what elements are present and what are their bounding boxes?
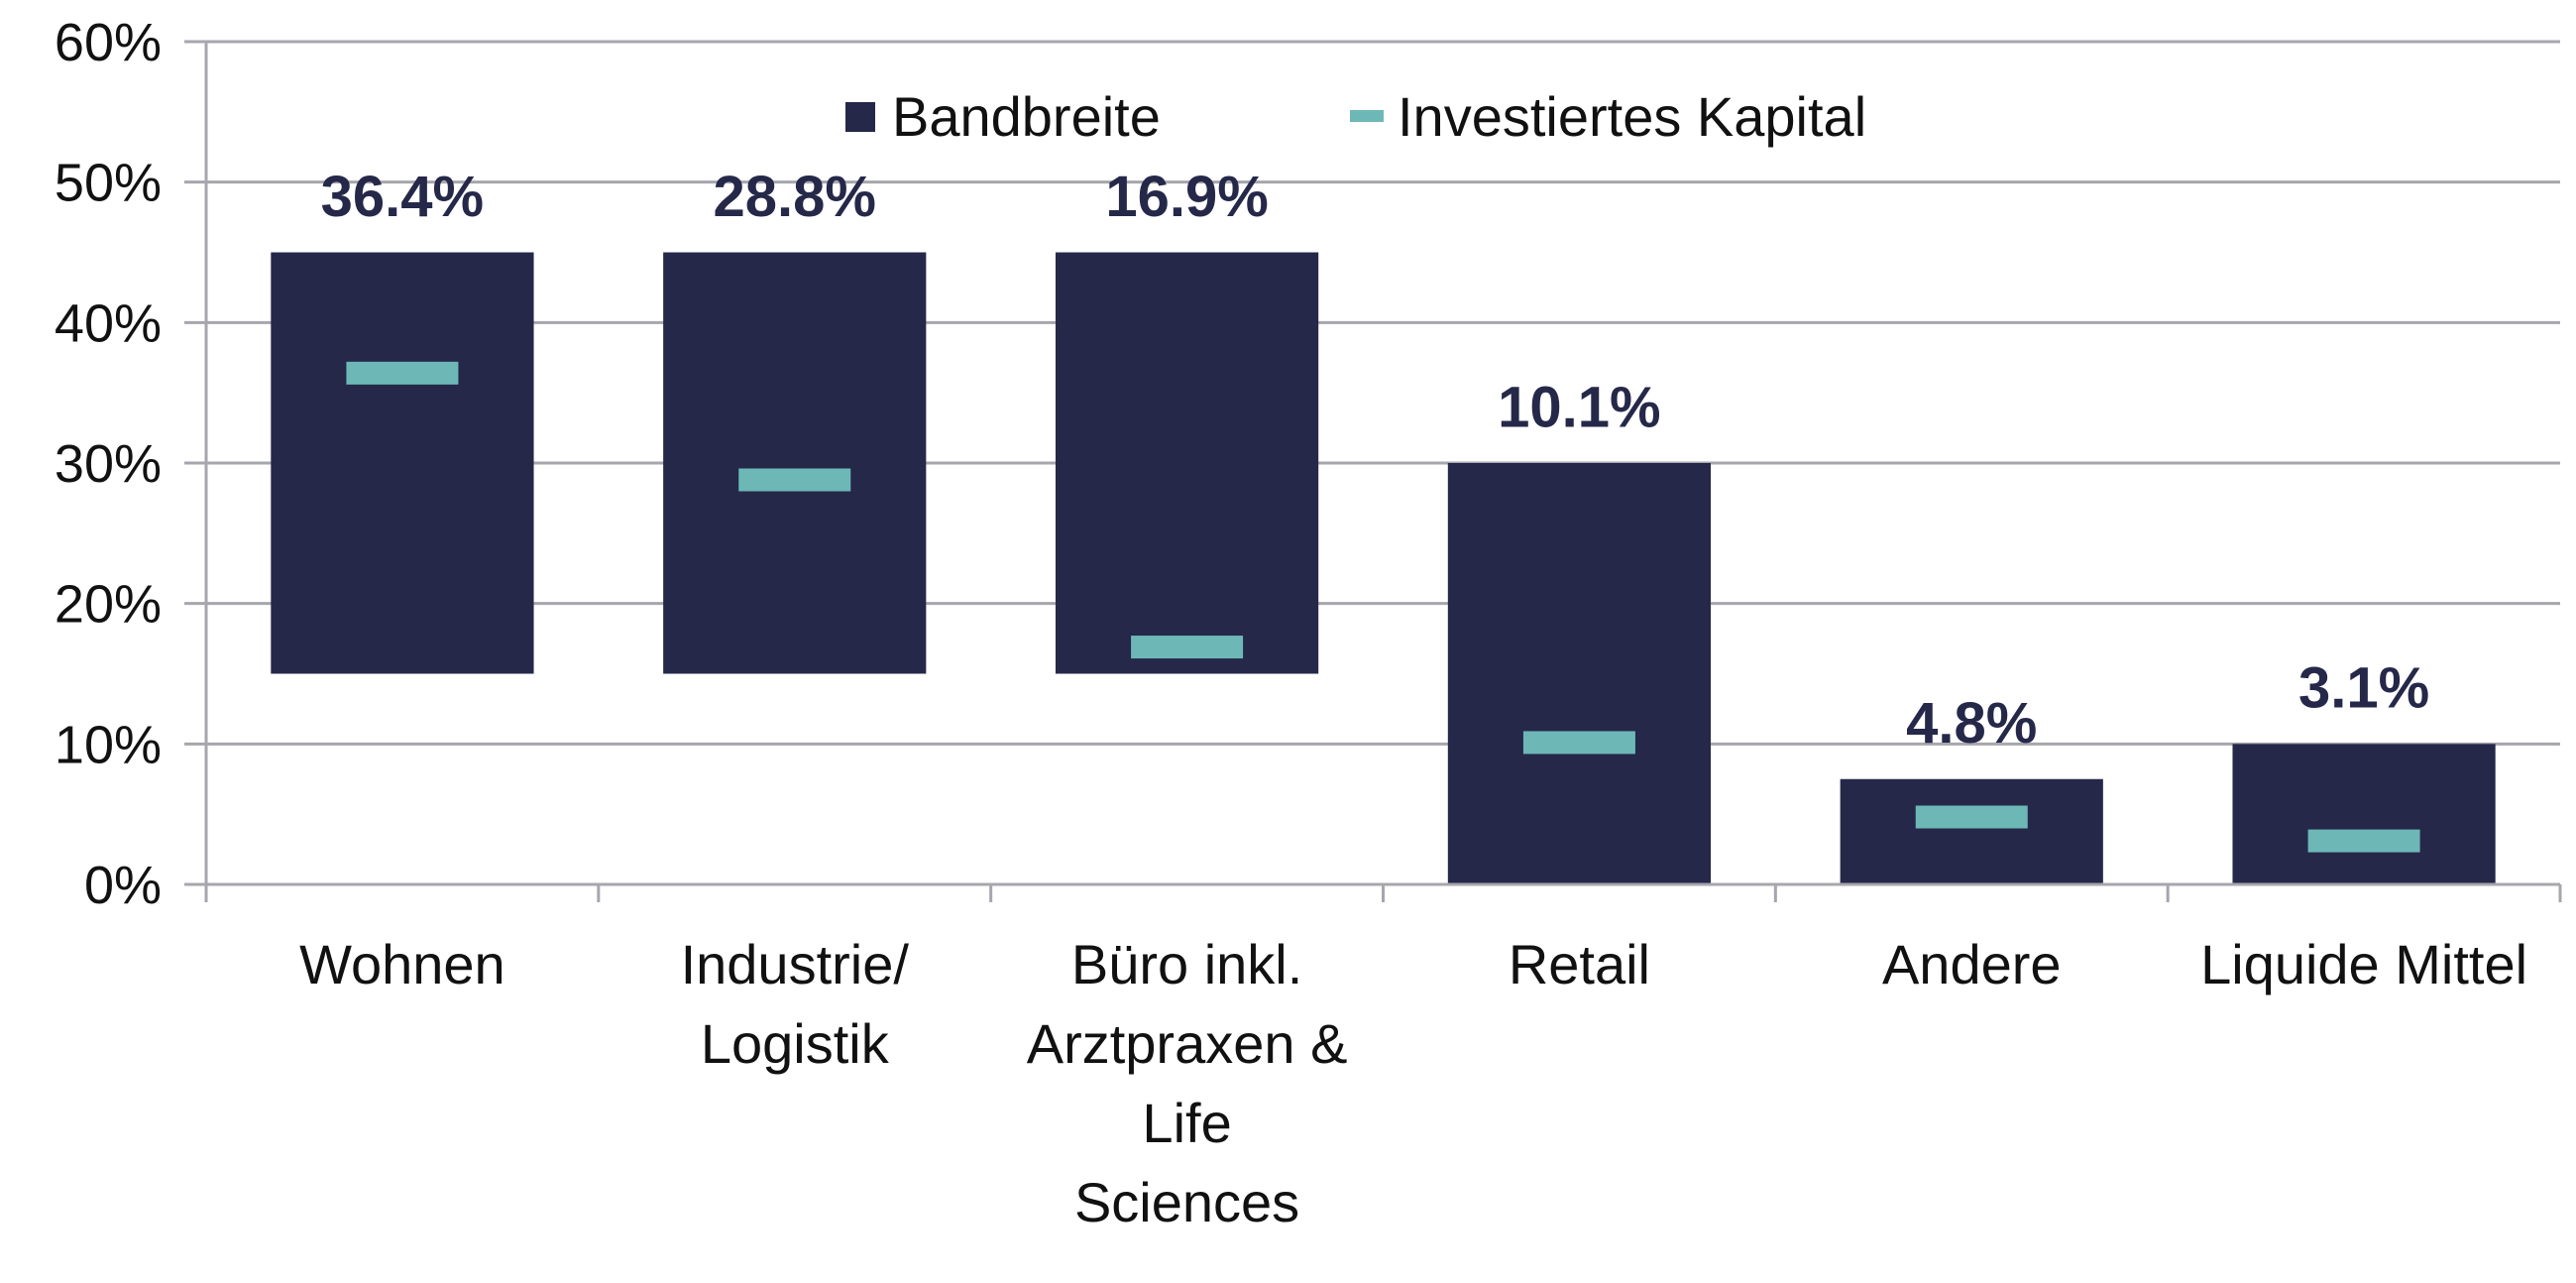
y-tick-label: 10%	[55, 715, 162, 774]
bar-bandbreite	[1447, 463, 1712, 884]
x-tick-label: Industrie/	[681, 933, 910, 995]
data-label: 16.9%	[1105, 165, 1268, 229]
legend-swatch-investiertes-kapital	[1350, 110, 1384, 122]
data-label: 10.1%	[1498, 375, 1660, 439]
bar-bandbreite	[271, 252, 534, 674]
data-label: 28.8%	[714, 165, 876, 229]
bar-bandbreite	[2232, 744, 2496, 884]
marker-investiertes-kapital	[738, 468, 851, 492]
bar-bandbreite	[663, 252, 927, 674]
x-tick-label: Life	[1142, 1092, 1231, 1154]
y-tick-label: 30%	[55, 434, 162, 494]
data-label: 3.1%	[2298, 656, 2429, 721]
marker-investiertes-kapital	[1131, 636, 1244, 659]
x-tick-label: Logistik	[701, 1012, 890, 1075]
legend-label-investiertes-kapital: Investiertes Kapital	[1398, 85, 1866, 148]
data-label: 4.8%	[1906, 691, 2037, 756]
y-tick-label: 60%	[55, 13, 162, 72]
x-tick-label: Arztpraxen &	[1027, 1012, 1348, 1075]
y-tick-label: 50%	[55, 154, 162, 213]
x-tick-label: Liquide Mittel	[2200, 933, 2527, 995]
y-tick-label: 40%	[55, 293, 162, 353]
legend: Bandbreite Investiertes Kapital	[845, 85, 1866, 148]
x-tick-label: Sciences	[1074, 1171, 1299, 1233]
x-tick-label: Wohnen	[299, 933, 505, 995]
y-tick-label: 0%	[84, 856, 162, 915]
marker-investiertes-kapital	[1522, 731, 1635, 755]
data-label: 36.4%	[321, 165, 484, 229]
bar-bandbreite	[1055, 252, 1319, 674]
marker-investiertes-kapital	[346, 361, 459, 385]
bar-bandbreite	[1840, 778, 2103, 884]
y-tick-label: 20%	[55, 575, 162, 635]
x-tick-label: Andere	[1882, 933, 2062, 995]
marker-investiertes-kapital	[2307, 829, 2420, 853]
legend-swatch-bandbreite	[845, 102, 875, 132]
x-tick-label: Retail	[1509, 933, 1650, 995]
marker-investiertes-kapital	[1915, 805, 2028, 829]
x-tick-label: Büro inkl.	[1071, 933, 1302, 995]
legend-label-bandbreite: Bandbreite	[892, 85, 1161, 148]
